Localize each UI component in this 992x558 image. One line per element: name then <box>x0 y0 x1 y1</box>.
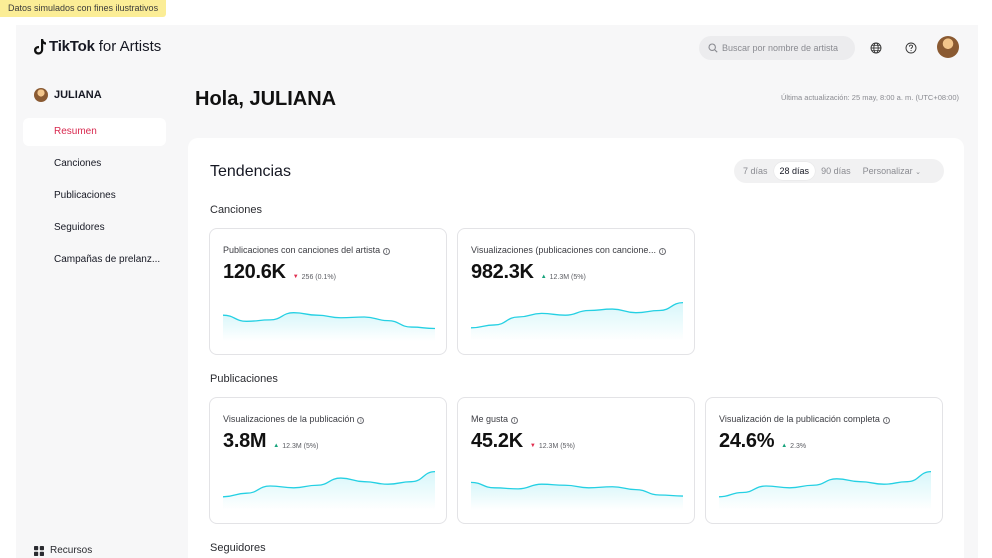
period-7d[interactable]: 7 días <box>743 166 768 176</box>
metric-title: Publicaciones con canciones del artista i <box>223 245 391 255</box>
top-bar: TikTok for Artists Buscar por nombre de … <box>16 25 978 71</box>
metric-value: 24.6% <box>719 430 775 452</box>
sparkline-area <box>223 312 435 341</box>
period-selector: 7 días 28 días 90 días Personalizar ⌄ <box>734 159 944 183</box>
trends-title: Tendencias <box>210 163 291 180</box>
section-posts: Publicaciones <box>210 373 278 385</box>
sparkline <box>471 481 683 510</box>
sidebar-item-publicaciones[interactable]: Publicaciones <box>54 190 116 201</box>
sparkline-area <box>471 302 683 341</box>
metric-title: Me gusta i <box>471 414 519 424</box>
metric-change: ▲ 12.3M (5%) <box>273 442 319 450</box>
artist-avatar <box>34 88 48 102</box>
logo-suffix: for Artists <box>98 38 162 55</box>
app-window: TikTok for Artists Buscar por nombre de … <box>16 25 978 558</box>
chevron-down-icon: ⌄ <box>915 169 922 176</box>
metric-card[interactable]: Publicaciones con canciones del artista i… <box>209 228 447 355</box>
sidebar-item-resumen[interactable]: Resumen <box>23 118 166 146</box>
sparkline-line <box>223 312 435 330</box>
logo-wordmark: TikTok <box>49 38 95 55</box>
info-icon[interactable]: i <box>882 417 890 424</box>
metric-value: 3.8M <box>223 430 267 452</box>
sidebar: JULIANA Resumen Canciones Publicaciones … <box>16 71 188 558</box>
sparkline <box>471 301 683 341</box>
last-update-timestamp: Última actualización: 25 may, 8:00 a. m.… <box>780 93 959 102</box>
metric-title: Visualizaciones (publicaciones con canci… <box>471 245 666 255</box>
search-icon <box>708 43 718 53</box>
sparkline-area <box>719 471 931 510</box>
grid-icon <box>34 545 44 556</box>
info-icon[interactable]: i <box>658 248 666 255</box>
simulated-data-banner: Datos simulados con fines ilustrativos <box>0 0 167 17</box>
sparkline <box>719 470 931 510</box>
page-title: Hola, JULIANA <box>195 88 337 110</box>
sparkline-line <box>223 470 435 498</box>
sidebar-item-canciones[interactable]: Canciones <box>54 158 102 169</box>
artist-search-input[interactable]: Buscar por nombre de artista <box>699 36 855 60</box>
metric-card[interactable]: Me gusta i 45.2K ▼ 12.3M (5%) <box>457 397 695 524</box>
resources-link[interactable]: Recursos <box>34 545 92 556</box>
sparkline <box>223 470 435 510</box>
trend-down-icon: ▼ <box>292 274 299 280</box>
trend-up-icon: ▲ <box>781 443 788 449</box>
trend-up-icon: ▲ <box>273 443 280 449</box>
sparkline <box>223 312 435 341</box>
sidebar-item-campanas[interactable]: Campañas de prelanz... <box>54 254 161 265</box>
info-icon[interactable]: i <box>511 417 519 424</box>
metric-change: ▼ 12.3M (5%) <box>529 442 576 450</box>
user-avatar[interactable] <box>937 36 959 58</box>
sidebar-item-seguidores[interactable]: Seguidores <box>54 222 105 233</box>
metric-card[interactable]: Visualización de la publicación completa… <box>705 397 943 524</box>
sparkline-area <box>223 471 435 510</box>
info-icon[interactable]: i <box>383 248 391 255</box>
sparkline-line <box>471 301 683 329</box>
metric-value: 982.3K <box>471 261 534 283</box>
sparkline-line <box>471 481 683 497</box>
tiktok-note-icon <box>34 38 46 55</box>
trend-up-icon: ▲ <box>540 274 547 280</box>
metric-card[interactable]: Visualizaciones (publicaciones con canci… <box>457 228 695 355</box>
help-icon[interactable] <box>902 39 920 57</box>
metric-title: Visualizaciones de la publicación i <box>223 414 365 424</box>
period-custom-label: Personalizar <box>862 166 913 176</box>
section-songs: Canciones <box>210 204 262 216</box>
period-28d[interactable]: 28 días <box>773 162 816 180</box>
metric-change: ▲ 2.3% <box>781 442 807 450</box>
period-custom[interactable]: Personalizar ⌄ <box>857 162 927 180</box>
metric-title: Visualización de la publicación completa… <box>719 414 890 424</box>
info-icon[interactable]: i <box>357 417 365 424</box>
metric-value: 120.6K <box>223 261 286 283</box>
period-90d[interactable]: 90 días <box>821 166 851 176</box>
search-placeholder: Buscar por nombre de artista <box>722 43 839 53</box>
metric-change: ▼ 256 (0.1%) <box>292 273 336 281</box>
globe-icon[interactable] <box>867 39 885 57</box>
artist-name: JULIANA <box>54 89 102 101</box>
metric-change: ▲ 12.3M (5%) <box>540 273 586 281</box>
sidebar-artist[interactable]: JULIANA <box>34 88 102 102</box>
metric-value: 45.2K <box>471 430 523 452</box>
resources-label: Recursos <box>50 545 93 556</box>
tiktok-for-artists-logo[interactable]: TikTok for Artists <box>34 38 161 55</box>
trend-down-icon: ▼ <box>529 443 536 449</box>
section-followers: Seguidores <box>210 542 266 554</box>
trends-panel: Tendencias 7 días 28 días 90 días Person… <box>188 138 964 558</box>
metric-card[interactable]: Visualizaciones de la publicación i 3.8M … <box>209 397 447 524</box>
sparkline-line <box>719 470 931 498</box>
